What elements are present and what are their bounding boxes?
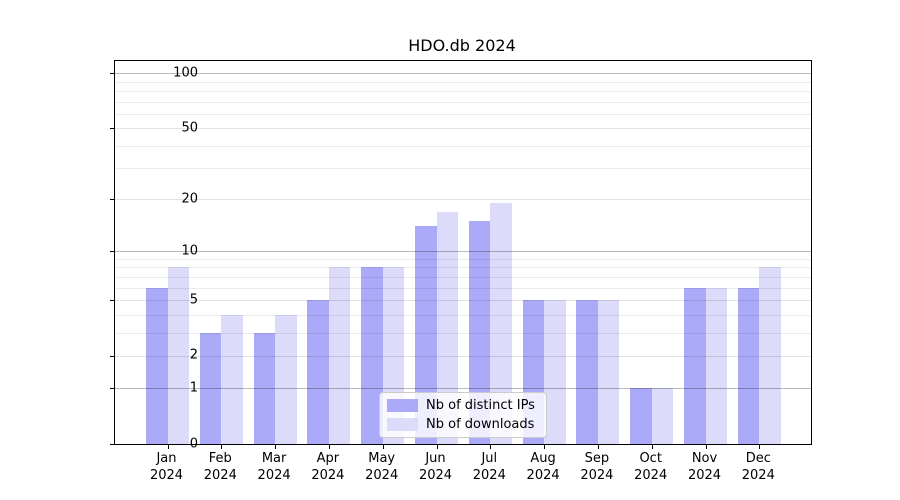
x-axis-tick xyxy=(651,445,653,449)
x-axis-tick-label: May 2024 xyxy=(365,451,399,483)
x-axis-tick xyxy=(382,445,384,449)
grid-line xyxy=(115,355,811,357)
grid-line xyxy=(115,287,811,289)
grid-line xyxy=(115,251,811,253)
y-axis-tick xyxy=(110,355,114,357)
x-axis-tick-label: Apr 2024 xyxy=(311,451,345,483)
bar-distinct-ips xyxy=(253,332,276,444)
legend-swatch-distinct-ips xyxy=(387,399,418,413)
x-axis-tick-label: Feb 2024 xyxy=(203,451,237,483)
grid-line xyxy=(115,267,811,269)
x-axis-tick-label: Jul 2024 xyxy=(472,451,506,483)
bar-downloads xyxy=(221,314,243,444)
x-axis-tick-label: Aug 2024 xyxy=(526,451,560,483)
chart-title: HDO.db 2024 xyxy=(408,36,516,55)
x-axis-tick xyxy=(221,445,223,449)
y-axis-tick xyxy=(110,251,114,253)
grid-line xyxy=(115,145,811,147)
x-axis-tick xyxy=(436,445,438,449)
x-axis-tick-label: Oct 2024 xyxy=(634,451,668,483)
bar-distinct-ips xyxy=(361,267,383,444)
bar-downloads xyxy=(275,314,297,444)
bar-distinct-ips xyxy=(576,300,598,444)
grid-line xyxy=(115,101,811,103)
grid-line xyxy=(115,199,811,201)
grid-line xyxy=(115,73,811,75)
y-axis-tick-label: 10 xyxy=(181,243,198,259)
y-axis-tick-label: 2 xyxy=(189,347,198,363)
y-axis-tick xyxy=(110,388,114,390)
bar-downloads xyxy=(167,267,189,444)
grid-line xyxy=(115,90,811,92)
x-axis-tick xyxy=(328,445,330,449)
bar-distinct-ips xyxy=(415,226,437,444)
x-axis-tick xyxy=(490,445,492,449)
x-axis-tick xyxy=(705,445,707,449)
y-axis-tick xyxy=(110,73,114,75)
legend-item-downloads: Nb of downloads xyxy=(387,417,539,432)
grid-line xyxy=(115,259,811,260)
x-axis-tick-label: Jan 2024 xyxy=(149,451,184,483)
x-axis-tick xyxy=(544,445,546,449)
bar-downloads xyxy=(544,300,566,444)
grid-line xyxy=(115,81,811,83)
y-axis-tick xyxy=(110,300,114,302)
bar-downloads xyxy=(651,388,674,444)
bar-downloads xyxy=(490,203,512,444)
bar-distinct-ips xyxy=(199,332,222,444)
x-axis-tick-label: Mar 2024 xyxy=(257,451,291,483)
x-axis-tick-label: Nov 2024 xyxy=(687,451,722,483)
grid-line xyxy=(115,113,811,115)
legend-label-distinct-ips: Nb of distinct IPs xyxy=(426,398,535,414)
legend-label-downloads: Nb of downloads xyxy=(426,416,535,432)
bar-distinct-ips xyxy=(684,287,706,444)
grid-line xyxy=(115,276,811,278)
y-axis-tick-label: 1 xyxy=(189,380,198,396)
y-axis-tick-label: 5 xyxy=(189,292,198,308)
x-axis-tick xyxy=(167,445,169,449)
y-axis-tick-label: 50 xyxy=(181,120,198,136)
bar-distinct-ips xyxy=(146,287,168,444)
legend-item-distinct-ips: Nb of distinct IPs xyxy=(387,398,539,413)
legend: Nb of distinct IPs Nb of downloads xyxy=(379,392,547,438)
y-axis-tick xyxy=(110,128,114,130)
y-axis-tick-label: 0 xyxy=(189,436,198,451)
y-axis-tick xyxy=(110,199,114,201)
bar-downloads xyxy=(705,287,727,444)
y-axis-tick-label: 20 xyxy=(181,191,198,207)
x-axis-tick-label: Jun 2024 xyxy=(418,451,453,483)
x-axis-tick xyxy=(759,445,761,449)
x-axis-tick-label: Dec 2024 xyxy=(741,451,775,483)
grid-line xyxy=(115,314,811,316)
bar-downloads xyxy=(597,300,620,444)
bar-downloads xyxy=(436,211,458,444)
grid-line xyxy=(115,300,811,302)
grid-line xyxy=(115,332,811,334)
grid-line xyxy=(115,388,811,390)
bar-distinct-ips xyxy=(737,287,760,444)
bar-distinct-ips xyxy=(468,221,491,444)
x-axis-tick xyxy=(275,445,277,449)
grid-line xyxy=(115,168,811,170)
x-axis-tick xyxy=(597,445,599,449)
plot-area xyxy=(110,60,812,449)
bar-downloads xyxy=(328,267,351,444)
x-axis-tick-label: Sep 2024 xyxy=(580,451,614,483)
bar-downloads xyxy=(759,267,781,444)
y-axis-tick-label: 100 xyxy=(173,65,198,81)
y-axis-tick xyxy=(110,444,114,445)
bar-distinct-ips xyxy=(307,300,329,444)
grid-line xyxy=(115,128,811,130)
legend-swatch-downloads xyxy=(387,417,418,431)
bar-distinct-ips xyxy=(630,388,652,444)
